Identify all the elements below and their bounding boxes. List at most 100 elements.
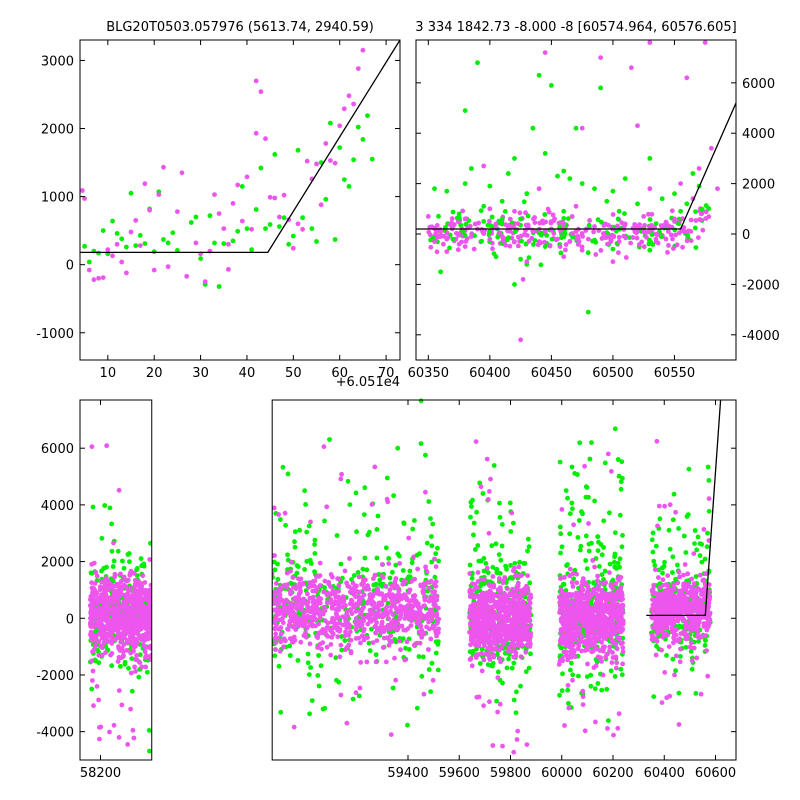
data-point-magenta: [96, 652, 102, 658]
data-point-magenta: [497, 656, 503, 661]
data-point-green: [496, 552, 502, 557]
data-point-magenta: [671, 246, 676, 251]
data-point-magenta: [398, 647, 403, 653]
data-point-green: [450, 236, 456, 242]
data-point-green: [469, 575, 475, 581]
x-tick-label: 30: [192, 366, 209, 381]
data-point-magenta: [428, 578, 434, 584]
data-point-green: [615, 216, 621, 222]
data-point-magenta: [316, 608, 322, 613]
axes-frame: [415, 39, 737, 361]
data-point-magenta: [615, 223, 620, 229]
data-point-green: [128, 190, 134, 196]
data-point-magenta: [497, 585, 503, 591]
data-point-magenta: [360, 615, 366, 621]
data-point-magenta: [684, 238, 690, 244]
data-point-magenta: [230, 201, 236, 206]
data-point-magenta: [592, 590, 597, 596]
data-point-magenta: [484, 619, 490, 625]
data-point-magenta: [89, 585, 95, 591]
data-point-magenta: [130, 727, 136, 733]
data-point-magenta: [184, 273, 190, 279]
data-point-magenta: [321, 604, 327, 610]
data-point-magenta: [307, 641, 313, 647]
data-point-magenta: [103, 650, 108, 655]
data-point-green: [193, 214, 199, 220]
data-point-magenta: [212, 192, 217, 198]
data-point-green: [360, 137, 366, 142]
data-point-magenta: [479, 668, 485, 674]
data-point-magenta: [267, 194, 273, 200]
data-point-magenta: [504, 637, 509, 642]
data-point-magenta: [341, 596, 347, 602]
data-point-magenta: [99, 635, 105, 641]
data-point-magenta: [353, 616, 359, 621]
data-point-magenta: [670, 236, 675, 242]
data-point-magenta: [693, 218, 699, 223]
data-point-green: [354, 529, 359, 535]
data-point-green: [684, 201, 690, 207]
data-point-magenta: [281, 613, 287, 618]
data-point-magenta: [430, 613, 436, 619]
data-point-magenta: [431, 602, 437, 608]
data-point-magenta: [490, 246, 495, 252]
data-point-magenta: [354, 583, 359, 589]
data-point-magenta: [518, 654, 524, 660]
data-point-magenta: [519, 572, 525, 578]
data-point-magenta: [523, 634, 529, 640]
data-point-magenta: [421, 691, 427, 697]
data-point-magenta: [101, 586, 107, 591]
x-tick-label: 40: [239, 366, 256, 381]
data-point-green: [601, 518, 607, 524]
data-point-magenta: [277, 617, 283, 623]
data-point-green: [294, 563, 300, 568]
data-point-magenta: [455, 247, 461, 253]
data-point-green: [573, 125, 579, 131]
data-point-green: [307, 711, 312, 717]
data-point-magenta: [335, 615, 341, 621]
data-point-green: [566, 701, 571, 706]
data-point-magenta: [314, 161, 319, 167]
data-point-green: [576, 518, 582, 523]
data-point-magenta: [93, 570, 99, 575]
data-point-magenta: [337, 628, 342, 634]
data-point-magenta: [406, 611, 411, 616]
x-tick-label: 20: [146, 366, 163, 381]
data-point-magenta: [333, 623, 339, 628]
data-point-green: [365, 113, 370, 118]
data-point-magenta: [310, 579, 316, 584]
data-point-magenta: [642, 223, 647, 228]
data-point-magenta: [142, 649, 148, 655]
data-point-magenta: [353, 608, 359, 614]
data-point-green: [188, 220, 194, 225]
data-point-magenta: [476, 220, 481, 226]
data-point-green: [478, 208, 484, 214]
data-point-green: [592, 237, 597, 243]
data-point-green: [391, 493, 396, 499]
data-point-green: [607, 510, 612, 516]
data-point-magenta: [573, 203, 579, 209]
data-point-green: [309, 698, 315, 703]
data-point-magenta: [484, 565, 490, 571]
data-point-magenta: [313, 623, 318, 629]
data-point-green: [485, 222, 491, 228]
data-point-green: [499, 198, 505, 204]
data-point-magenta: [338, 476, 344, 482]
data-point-magenta: [304, 625, 310, 631]
data-point-magenta: [648, 225, 654, 231]
data-point-magenta: [620, 649, 626, 655]
data-point-green: [542, 244, 548, 250]
data-point-magenta: [301, 600, 307, 605]
data-point-magenta: [281, 636, 287, 642]
data-point-green: [542, 212, 548, 217]
data-point-magenta: [512, 573, 518, 579]
data-point-magenta: [281, 644, 286, 650]
data-point-green: [86, 259, 92, 265]
data-point-magenta: [132, 587, 138, 593]
data-point-green: [567, 176, 573, 182]
data-point-green: [469, 504, 474, 509]
data-point-magenta: [570, 231, 575, 236]
data-point-magenta: [119, 584, 124, 589]
data-point-magenta: [412, 593, 418, 598]
data-point-magenta: [526, 238, 532, 244]
